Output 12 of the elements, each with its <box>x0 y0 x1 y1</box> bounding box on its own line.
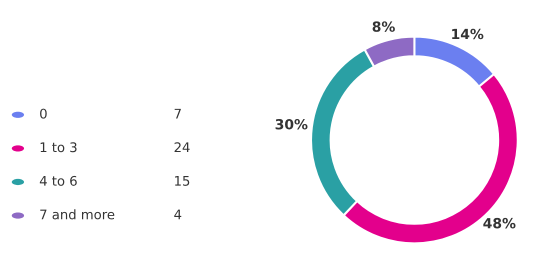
legend-label: 7 and more <box>40 209 114 220</box>
text: 15 <box>175 176 190 186</box>
text: 24 <box>174 142 190 152</box>
data-label: 14% <box>452 28 484 40</box>
legend-label: 1 to 3 <box>40 142 77 152</box>
legend-label: 4 to 6 <box>40 176 77 186</box>
legend-label: 0 <box>40 108 47 119</box>
text: 4 <box>174 210 182 220</box>
data-label: 48% <box>483 218 516 228</box>
text: 7 <box>174 108 181 118</box>
data-label: 8% <box>372 21 395 32</box>
data-label: 30% <box>276 119 308 130</box>
